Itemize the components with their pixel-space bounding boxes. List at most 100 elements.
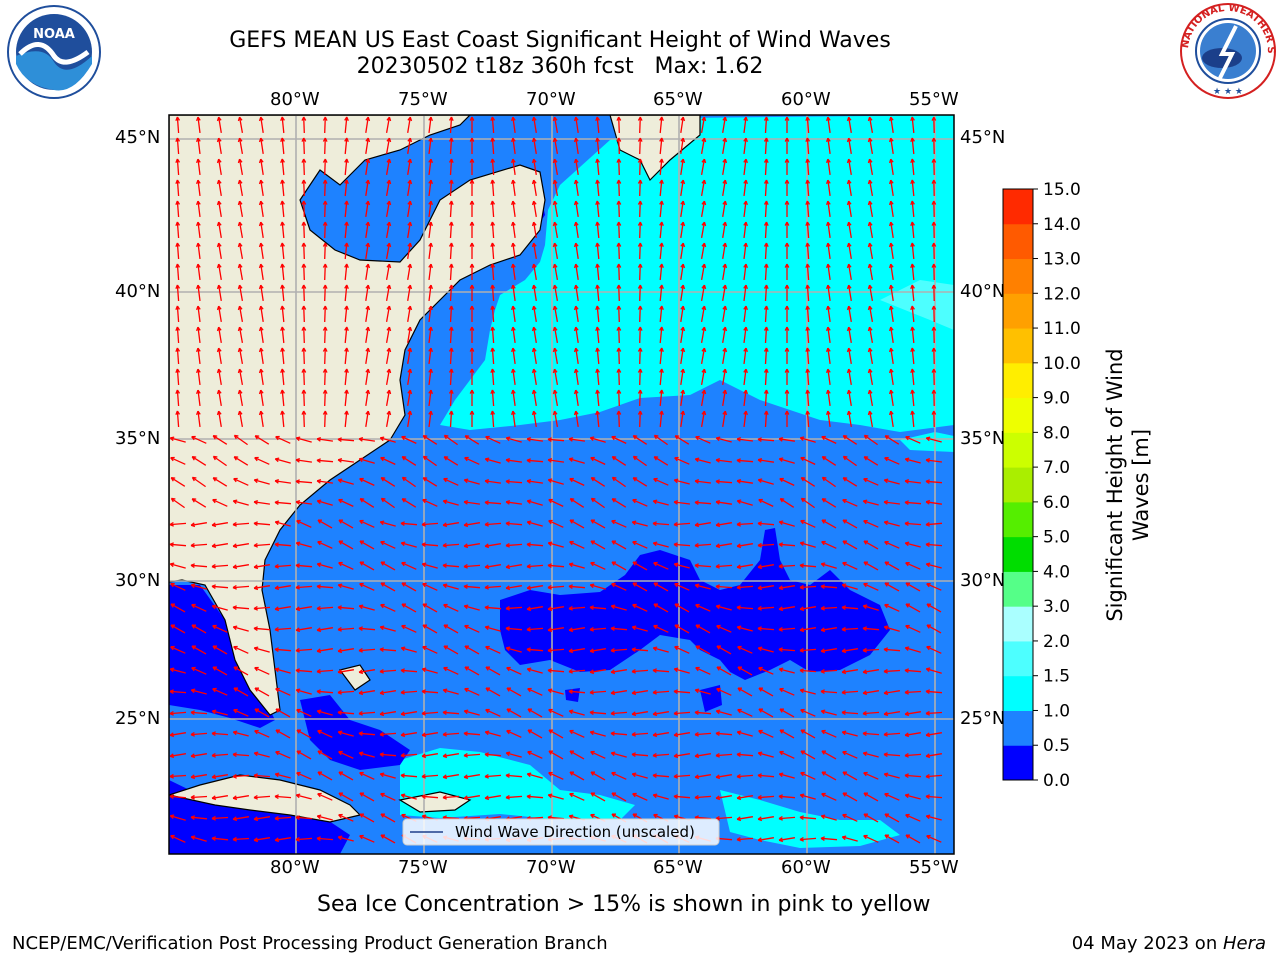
wind-wave-arrowhead [680, 410, 686, 416]
wind-wave-arrowhead [611, 435, 616, 441]
wind-wave-arrowhead [448, 137, 454, 142]
wind-wave-arrow [400, 711, 418, 715]
wind-wave-arrowhead [484, 543, 490, 549]
wind-wave-arrowhead [359, 813, 365, 818]
wind-wave-arrowhead [610, 731, 615, 736]
wind-wave-arrow [633, 455, 647, 467]
wind-wave-arrow [569, 519, 585, 529]
wind-wave-arrowhead [653, 624, 658, 630]
wind-wave-arrowhead [595, 389, 600, 395]
lon-bottom-60w: 60°W [781, 857, 831, 878]
wind-wave-arrow [575, 264, 579, 280]
wind-wave-arrow [653, 500, 669, 506]
wind-wave-arrowhead [195, 326, 201, 332]
wind-wave-arrowhead [825, 347, 831, 353]
wind-wave-arrow [443, 500, 459, 506]
wind-wave-arrowhead [359, 540, 365, 545]
wind-wave-arrowhead [407, 179, 413, 185]
wind-wave-arrow [260, 117, 264, 133]
wind-wave-arrow [324, 200, 326, 218]
wind-wave-arrowhead [632, 561, 638, 566]
wind-wave-arrow [260, 306, 264, 322]
wind-wave-arrowhead [616, 389, 622, 394]
wind-wave-arrowhead [616, 347, 622, 352]
wind-wave-arrowhead [722, 242, 728, 248]
wind-wave-arrow [281, 242, 285, 260]
wind-wave-arrowhead [653, 603, 659, 608]
wind-wave-arrowhead [547, 563, 552, 568]
colorbar-segment [1003, 432, 1033, 468]
wind-wave-arrow [197, 306, 201, 322]
wind-wave-arrow [911, 284, 915, 302]
wind-wave-arrowhead [547, 606, 553, 612]
wind-wave-arrowhead [301, 305, 307, 310]
wind-wave-arrow [197, 369, 201, 385]
wind-wave-arrowhead [237, 158, 243, 164]
wind-wave-arrow [548, 709, 564, 717]
wind-wave-arrow [610, 690, 628, 694]
wind-wave-arrow [673, 522, 691, 526]
wind-wave-arrow [764, 179, 768, 197]
wind-wave-arrow [905, 542, 921, 548]
wind-wave-arrow [274, 627, 292, 631]
wind-wave-arrow [806, 221, 810, 239]
wind-wave-arrow [589, 627, 607, 631]
wind-wave-arrow [618, 137, 620, 155]
wind-wave-arrowhead [505, 479, 510, 484]
wind-wave-arrow [197, 201, 201, 217]
wind-wave-arrow [674, 435, 690, 445]
wind-wave-arrow [569, 750, 585, 760]
wind-wave-arrow [260, 285, 264, 301]
wind-wave-arrow [905, 625, 921, 633]
wind-wave-arrowhead [632, 813, 638, 818]
wind-wave-arrow [449, 200, 453, 218]
wind-wave-arrowhead [275, 687, 280, 693]
wind-wave-arrowhead [428, 242, 434, 248]
wind-wave-arrow [694, 795, 712, 799]
wind-wave-arrow [212, 435, 228, 445]
wind-wave-arrowhead [888, 389, 894, 395]
wind-wave-arrow [722, 158, 726, 176]
wind-wave-arrowhead [616, 179, 622, 184]
wind-wave-arrowhead [365, 326, 371, 332]
wind-wave-arrowhead [506, 666, 511, 672]
wind-wave-arrowhead [258, 410, 264, 416]
wind-wave-arrow [700, 305, 706, 323]
wind-wave-arrowhead [422, 498, 427, 504]
wind-wave-arrow [925, 711, 943, 715]
wind-wave-arrowhead [237, 179, 243, 185]
wind-wave-arrow [380, 626, 396, 632]
wind-wave-arrowhead [842, 792, 848, 797]
wind-wave-arrowhead [573, 200, 579, 206]
wind-wave-arrow [190, 564, 208, 568]
wind-wave-arrowhead [428, 200, 434, 206]
wind-wave-arrow [274, 585, 292, 589]
wind-wave-arrowhead [736, 795, 742, 801]
wind-wave-arrow [506, 667, 522, 675]
wind-wave-arrow [338, 731, 354, 737]
wind-wave-arrow [890, 369, 894, 385]
wind-wave-arrow [505, 795, 523, 799]
wind-wave-arrowhead [659, 389, 664, 395]
wind-wave-arrow [484, 501, 502, 505]
wind-wave-arrowhead [505, 605, 510, 611]
wind-wave-arrow [911, 389, 915, 407]
wind-wave-arrow [778, 585, 796, 589]
wind-wave-arrowhead [631, 520, 637, 526]
wind-wave-arrow [533, 242, 537, 260]
wind-wave-arrowhead [680, 326, 686, 332]
wind-wave-arrow [548, 542, 564, 548]
wind-wave-arrowhead [841, 710, 846, 716]
wind-wave-arrowhead [379, 520, 385, 526]
wind-wave-arrow [716, 625, 732, 633]
wind-wave-arrowhead [317, 729, 322, 735]
wind-wave-arrow [407, 326, 411, 344]
wind-wave-arrowhead [401, 476, 407, 482]
wind-wave-arrowhead [400, 646, 406, 652]
wind-wave-arrow [841, 648, 859, 652]
wind-wave-arrow [827, 180, 831, 196]
wind-wave-arrowhead [573, 263, 579, 269]
wind-wave-arrow [191, 604, 207, 612]
wind-wave-arrow [631, 711, 649, 715]
wind-wave-arrowhead [659, 221, 664, 227]
